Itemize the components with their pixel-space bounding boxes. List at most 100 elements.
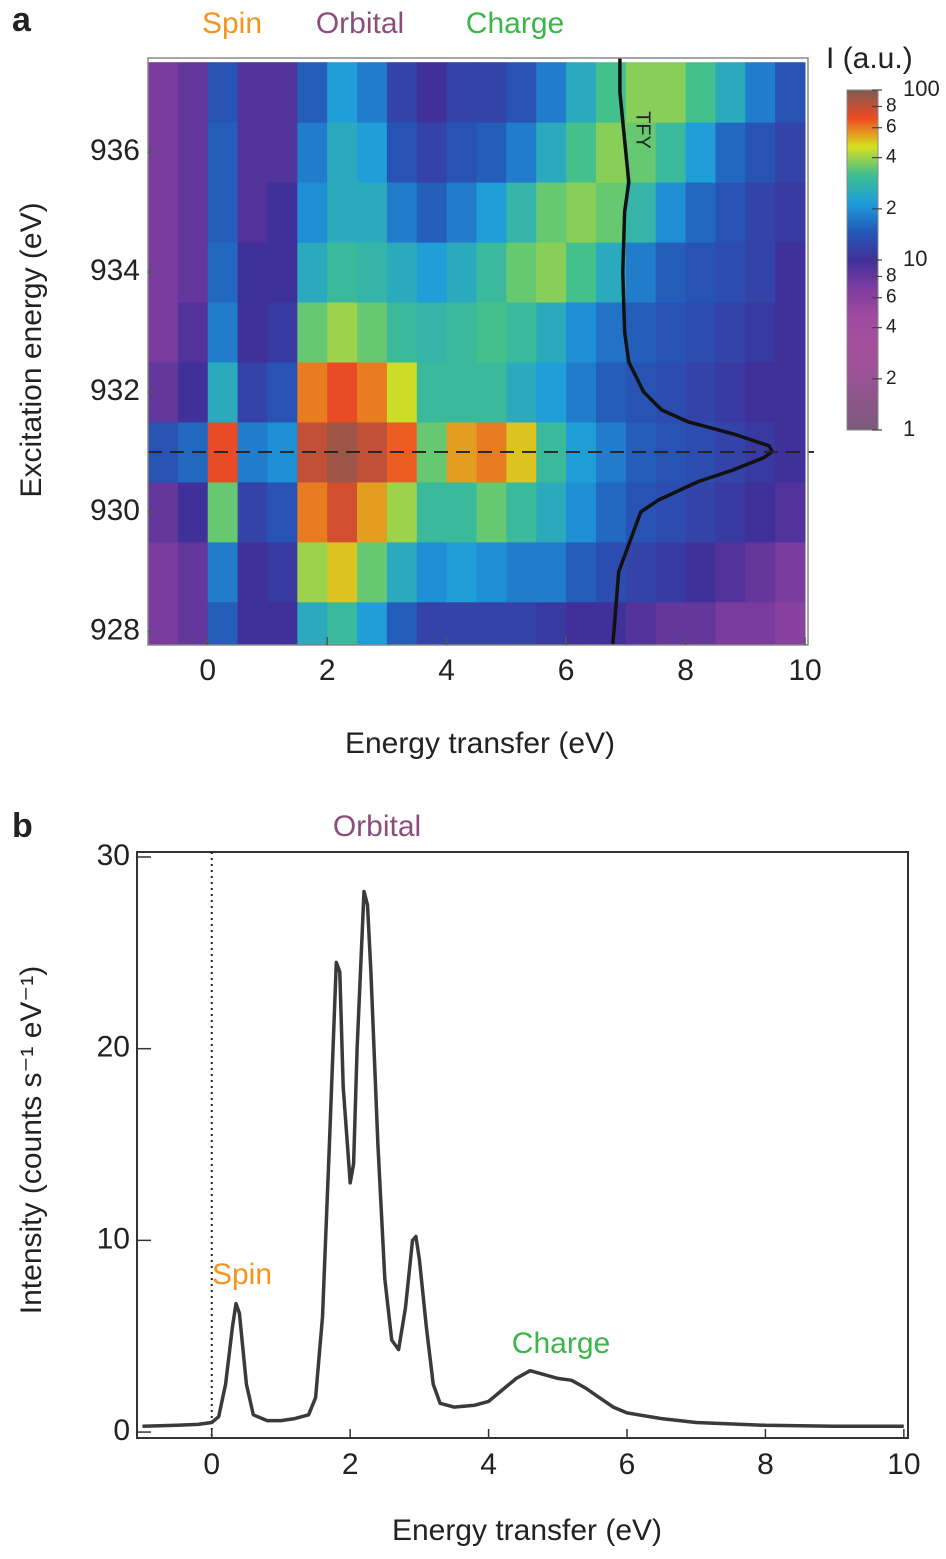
- heatmap-cell: [207, 361, 239, 423]
- heatmap-cell: [506, 62, 537, 123]
- heatmap-cell: [536, 242, 567, 303]
- heatmap-cell: [177, 601, 209, 645]
- x-tick-label: 2: [342, 1448, 359, 1481]
- heatmap-cell: [446, 62, 478, 123]
- heatmap-cell: [476, 182, 507, 243]
- heatmap-cell: [715, 541, 746, 603]
- heatmap-cell: [267, 302, 298, 363]
- heatmap-cell: [685, 361, 716, 423]
- heatmap-cell: [237, 62, 268, 123]
- heatmap-cell: [148, 541, 179, 603]
- heatmap-cell: [386, 302, 418, 363]
- heatmap-cell: [446, 481, 478, 543]
- heatmap-cell: [297, 481, 328, 543]
- heatmap-cell: [566, 122, 597, 183]
- plot-frame: [136, 851, 909, 1439]
- heatmap-cell: [386, 481, 418, 543]
- y-tick-label: 934: [90, 254, 140, 287]
- heatmap-cell: [446, 242, 478, 303]
- heatmap-cell: [446, 541, 478, 603]
- heatmap-cell: [207, 62, 239, 123]
- heatmap-cell: [327, 182, 358, 243]
- heatmap-cell: [177, 62, 209, 123]
- heatmap-cell: [625, 242, 657, 303]
- heatmap-cell: [237, 122, 268, 183]
- heatmap-cell: [685, 481, 716, 543]
- heatmap-cell: [506, 302, 537, 363]
- heatmap-cell: [237, 242, 268, 303]
- heatmap-cell: [715, 182, 746, 243]
- heatmap-cell: [207, 242, 239, 303]
- heatmap-cell: [297, 361, 328, 423]
- heatmap-cell: [536, 62, 567, 123]
- heatmap-cell: [775, 62, 806, 123]
- heatmap-cell: [177, 481, 209, 543]
- heatmap-cell: [476, 361, 507, 423]
- y-tick-label: 30: [97, 839, 130, 872]
- heatmap-cell: [685, 601, 716, 645]
- heatmap-cell: [267, 361, 298, 423]
- plot-frame: [147, 57, 809, 646]
- heatmap-cell: [566, 62, 597, 123]
- heatmap-cell: [685, 62, 716, 123]
- heatmap-cell: [416, 481, 448, 543]
- y-axis-label: Excitation energy (eV): [15, 202, 48, 497]
- heatmap-cell: [207, 541, 239, 603]
- heatmap-cell: [357, 361, 388, 423]
- heatmap-cell: [446, 182, 478, 243]
- heatmap-cell: [715, 302, 746, 363]
- heatmap-cell: [655, 122, 687, 183]
- heatmap-cell: [237, 601, 268, 645]
- heatmap-cell: [327, 122, 358, 183]
- annotation: Orbital: [316, 7, 404, 40]
- heatmap-cell: [416, 242, 448, 303]
- x-tick-label: 6: [558, 654, 575, 687]
- y-tick-label: 0: [113, 1414, 130, 1447]
- heatmap-cell: [297, 122, 328, 183]
- panel-label: a: [12, 1, 32, 39]
- heatmap-cell: [625, 182, 657, 243]
- heatmap-cell: [267, 481, 298, 543]
- spectrum-line: [142, 889, 904, 1429]
- heatmap-cell: [595, 122, 627, 183]
- heatmap-cell: [476, 242, 507, 303]
- heatmap-cell: [715, 242, 746, 303]
- heatmap-cell: [327, 302, 358, 363]
- heatmap-cell: [595, 302, 627, 363]
- annotation: Charge: [466, 7, 564, 40]
- heatmap-cell: [357, 62, 388, 123]
- heatmap-cell: [207, 122, 239, 183]
- panel-label: b: [12, 807, 33, 845]
- heatmap-cell: [177, 182, 209, 243]
- colorbar-tick-label: 2: [886, 368, 897, 389]
- colorbar-tick-label: 6: [886, 117, 897, 138]
- x-tick-label: 0: [199, 654, 216, 687]
- heatmap-cell: [476, 122, 507, 183]
- heatmap-cell: [536, 361, 567, 423]
- heatmap-cell: [416, 361, 448, 423]
- y-tick-label: 936: [90, 134, 140, 167]
- heatmap-cell: [148, 302, 179, 363]
- tfy-line: [610, 58, 775, 644]
- colorbar: [846, 89, 879, 431]
- heatmap-cell: [177, 541, 209, 603]
- y-tick-label: 930: [90, 494, 140, 527]
- heatmap-cell: [297, 242, 328, 303]
- heatmap-cell: [148, 601, 179, 645]
- heatmap-cell: [685, 182, 716, 243]
- heatmap-cell: [357, 481, 388, 543]
- heatmap-cell: [416, 182, 448, 243]
- heatmap-cell: [745, 242, 776, 303]
- x-tick-label: 4: [438, 654, 455, 687]
- y-tick-label: 928: [90, 614, 140, 647]
- heatmap-cell: [506, 122, 537, 183]
- heatmap-cell: [625, 122, 657, 183]
- heatmap-cell: [715, 361, 746, 423]
- heatmap-cell: [566, 361, 597, 423]
- colorbar-tick-label: 2: [886, 198, 897, 219]
- heatmap-cell: [506, 361, 537, 423]
- heatmap-cell: [327, 242, 358, 303]
- heatmap-cell: [566, 302, 597, 363]
- heatmap-cell: [655, 541, 687, 603]
- heatmap-cell: [357, 302, 388, 363]
